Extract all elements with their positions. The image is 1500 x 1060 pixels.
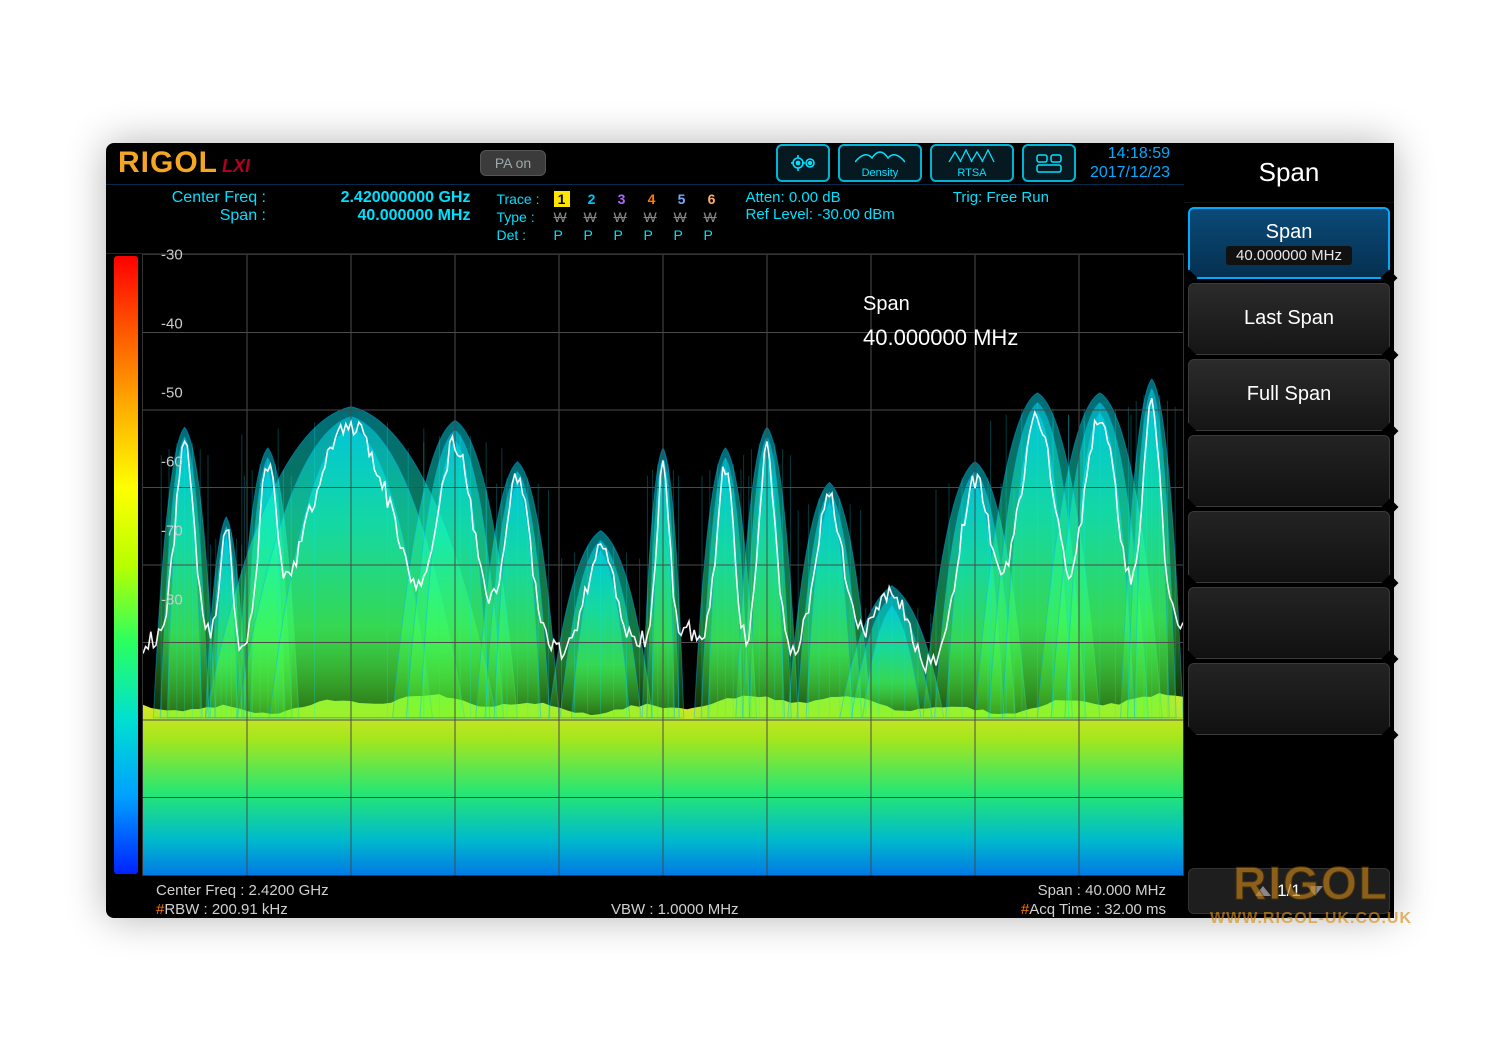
softkey-title: Span (1184, 143, 1394, 203)
rtsa-label: RTSA (957, 168, 986, 179)
y-tick: -50 (161, 384, 183, 401)
softkey-last-span[interactable]: Last Span (1188, 283, 1390, 355)
overlay-title: Span (863, 293, 910, 316)
clock-date: 2017/12/23 (1090, 163, 1170, 182)
brand-name: RIGOL (118, 146, 218, 180)
softkey-label: Last Span (1244, 307, 1334, 330)
softkey-span[interactable]: Span 40.000000 MHz (1188, 207, 1390, 279)
status-bar: Center Freq : 2.4200 GHz #RBW : 200.91 k… (106, 876, 1184, 918)
softkey-empty (1188, 663, 1390, 735)
softkey-label: Span (1266, 221, 1313, 244)
brand-logo: RIGOL LXI (114, 146, 250, 180)
status-vbw: VBW : 1.0000 MHz (611, 901, 739, 918)
softkey-label: Full Span (1247, 383, 1332, 406)
status-rbw: #RBW : 200.91 kHz (156, 901, 329, 918)
softkey-empty (1188, 587, 1390, 659)
info-row: Center Freq : 2.420000000 GHz Span : 40.… (106, 184, 1184, 254)
y-tick: -80 (161, 592, 183, 609)
trace-table: Trace :123456Type :WWWWWWDet :PPPPPP (488, 189, 727, 245)
softkey-full-span[interactable]: Full Span (1188, 359, 1390, 431)
layout-icon (1034, 152, 1064, 174)
watermark-url: WWW.RIGOL-UK.CO.UK (1210, 910, 1412, 928)
main-area: -30-40-50-60-70-80Span40.000000 MHz (106, 254, 1184, 876)
softkey-empty (1188, 435, 1390, 507)
density-label: Density (862, 168, 899, 179)
freq-summary: Center Freq : 2.420000000 GHz Span : 40.… (140, 189, 470, 245)
watermark-brand: RIGOL (1210, 856, 1412, 910)
layout-button[interactable] (1022, 144, 1076, 182)
gear-icon (788, 152, 818, 174)
pa-button[interactable]: PA on (480, 150, 546, 176)
level-info: Atten: 0.00 dB Ref Level: -30.00 dBm (746, 189, 895, 245)
spectrum-plot[interactable]: -30-40-50-60-70-80Span40.000000 MHz (142, 254, 1184, 876)
y-tick: -40 (161, 315, 183, 332)
y-tick: -70 (161, 522, 183, 539)
softkey-column: Span Span 40.000000 MHz Last Span Full Span… (1184, 143, 1394, 918)
status-center-freq: Center Freq : 2.4200 GHz (156, 882, 329, 899)
settings-button[interactable] (776, 144, 830, 182)
trig-info: Trig: Free Run (953, 189, 1049, 245)
overlay-value: 40.000000 MHz (863, 325, 1018, 351)
status-span: Span : 40.000 MHz (1021, 882, 1166, 899)
clock-time: 14:18:59 (1090, 144, 1170, 163)
density-button[interactable]: Density (838, 144, 922, 182)
y-tick: -30 (161, 246, 183, 263)
density-colorbar (114, 256, 138, 874)
rtsa-button[interactable]: RTSA (930, 144, 1014, 182)
softkey-value: 40.000000 MHz (1226, 246, 1352, 265)
brand-sub: LXI (222, 156, 250, 177)
softkey-empty (1188, 511, 1390, 583)
rtsa-icon (947, 148, 997, 164)
y-tick: -60 (161, 453, 183, 470)
density-icon (855, 148, 905, 164)
top-bar: RIGOL LXI PA on (106, 143, 1184, 184)
status-acq: #Acq Time : 32.00 ms (1021, 901, 1166, 918)
watermark: RIGOL WWW.RIGOL-UK.CO.UK (1210, 856, 1412, 928)
spectrum-analyzer-screen: Span Span 40.000000 MHz Last Span Full Span… (106, 143, 1394, 918)
datetime: 14:18:59 2017/12/23 (1084, 144, 1176, 182)
